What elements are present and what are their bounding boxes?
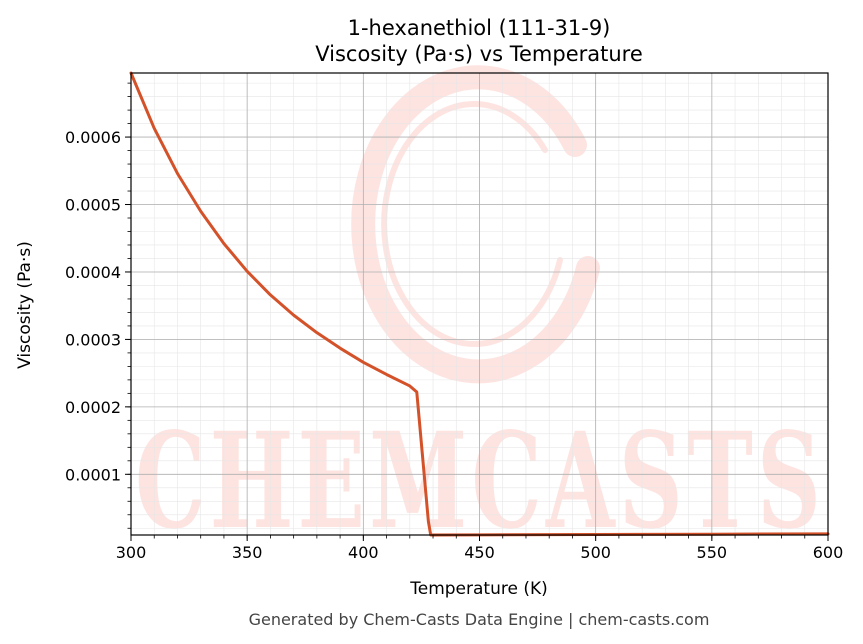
footer-credit: Generated by Chem-Casts Data Engine | ch… [249,610,710,629]
y-tick-label: 0.0003 [65,330,121,349]
y-tick-label: 0.0001 [65,465,121,484]
watermark-logo-icon [351,65,600,384]
x-tick-label: 550 [697,543,728,562]
chart-title-line-1: 1-hexanethiol (111-31-9) [348,16,611,40]
y-tick-label: 0.0006 [65,128,121,147]
x-tick-label: 450 [464,543,495,562]
y-axis-ticks: 0.0001 0.0002 0.0003 0.0004 0.0005 0.0006 [65,82,131,529]
y-tick-label: 0.0005 [65,196,121,215]
x-axis-ticks: 300 350 400 450 500 550 600 [116,535,844,562]
y-tick-label: 0.0002 [65,398,121,417]
x-tick-label: 350 [232,543,263,562]
y-tick-label: 0.0004 [65,263,121,282]
watermark-logo-inner-icon [381,100,563,347]
x-tick-label: 400 [348,543,379,562]
x-axis-label: Temperature (K) [409,579,548,599]
y-axis-label: Viscosity (Pa·s) [15,241,35,369]
chart-title-line-2: Viscosity (Pa·s) vs Temperature [315,42,643,66]
x-tick-label: 300 [116,543,147,562]
x-tick-label: 600 [813,543,844,562]
x-tick-label: 500 [580,543,611,562]
